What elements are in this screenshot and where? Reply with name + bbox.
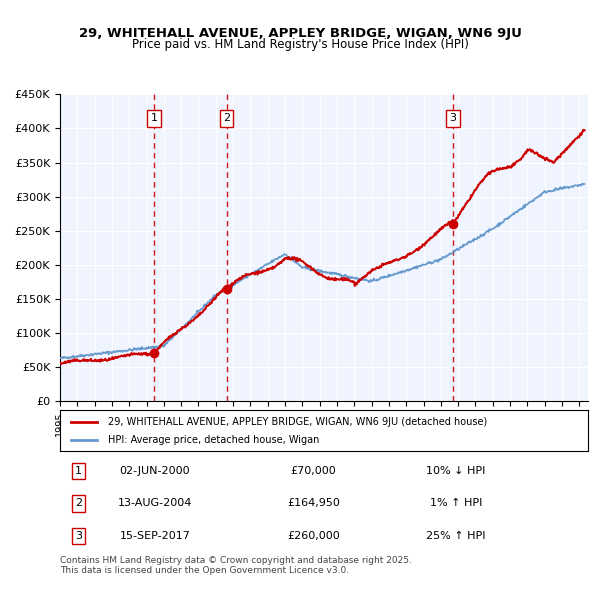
Text: 3: 3 <box>75 531 82 541</box>
Text: 3: 3 <box>449 113 457 123</box>
Text: 2: 2 <box>223 113 230 123</box>
Text: 1: 1 <box>151 113 157 123</box>
Text: 25% ↑ HPI: 25% ↑ HPI <box>426 531 486 541</box>
Text: HPI: Average price, detached house, Wigan: HPI: Average price, detached house, Wiga… <box>107 435 319 445</box>
Text: 2: 2 <box>75 499 82 509</box>
Text: 29, WHITEHALL AVENUE, APPLEY BRIDGE, WIGAN, WN6 9JU (detached house): 29, WHITEHALL AVENUE, APPLEY BRIDGE, WIG… <box>107 417 487 427</box>
Text: 02-JUN-2000: 02-JUN-2000 <box>120 466 190 476</box>
Text: £70,000: £70,000 <box>290 466 337 476</box>
Text: 10% ↓ HPI: 10% ↓ HPI <box>427 466 485 476</box>
Text: 29, WHITEHALL AVENUE, APPLEY BRIDGE, WIGAN, WN6 9JU: 29, WHITEHALL AVENUE, APPLEY BRIDGE, WIG… <box>79 27 521 40</box>
Text: 13-AUG-2004: 13-AUG-2004 <box>118 499 192 509</box>
Text: 1% ↑ HPI: 1% ↑ HPI <box>430 499 482 509</box>
Text: £260,000: £260,000 <box>287 531 340 541</box>
Text: Contains HM Land Registry data © Crown copyright and database right 2025.
This d: Contains HM Land Registry data © Crown c… <box>60 556 412 575</box>
Text: Price paid vs. HM Land Registry's House Price Index (HPI): Price paid vs. HM Land Registry's House … <box>131 38 469 51</box>
Text: 15-SEP-2017: 15-SEP-2017 <box>119 531 190 541</box>
Text: 1: 1 <box>75 466 82 476</box>
Text: £164,950: £164,950 <box>287 499 340 509</box>
